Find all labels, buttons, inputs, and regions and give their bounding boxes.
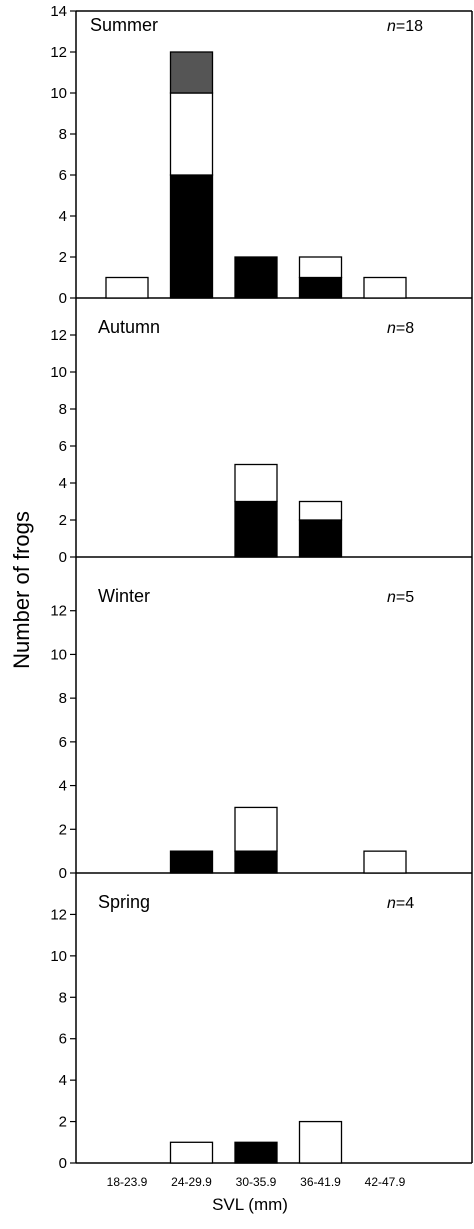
y-tick-label: 10 <box>50 646 67 663</box>
sample-size-n: n <box>387 895 396 912</box>
sample-size-label: n=8 <box>387 320 414 337</box>
sample-size-value: =8 <box>396 320 414 337</box>
y-tick-label: 8 <box>59 690 67 707</box>
x-tick-label: 42-47.9 <box>365 1175 406 1189</box>
sample-size-value: =5 <box>396 589 414 606</box>
y-tick-label: 4 <box>59 208 67 225</box>
y-tick-label: 2 <box>59 512 67 529</box>
y-tick-label: 0 <box>59 865 67 882</box>
panel-title: Spring <box>98 892 150 912</box>
bar-white <box>298 256 343 279</box>
y-tick-label: 2 <box>59 821 67 838</box>
bar-white <box>298 1120 343 1164</box>
panel-title: Autumn <box>98 317 160 337</box>
sample-size-label: n=4 <box>387 895 414 912</box>
y-tick-label: 4 <box>59 475 67 492</box>
x-tick-label: 36-41.9 <box>300 1175 341 1189</box>
panel-autumn: 0 2 4 6 8 10 12 Autumn n=8 <box>50 317 472 566</box>
bar-white <box>298 500 343 521</box>
bar-black <box>234 850 278 874</box>
y-tick-label: 0 <box>59 290 67 307</box>
bar-black <box>234 500 278 558</box>
y-tick-label: 2 <box>59 249 67 266</box>
sample-size-label: n=18 <box>387 18 423 35</box>
bar-black <box>298 276 343 299</box>
bar-black <box>169 174 214 299</box>
sample-size-n: n <box>387 18 396 35</box>
y-tick-label: 12 <box>50 327 67 344</box>
bar-white <box>234 806 278 852</box>
bar-black <box>234 256 278 299</box>
sample-size-n: n <box>387 589 396 606</box>
panel-summer: 0 2 4 6 8 10 12 14 Summer n=18 <box>50 3 472 307</box>
x-tick-label: 24-29.9 <box>171 1175 212 1189</box>
y-tick-label: 2 <box>59 1114 67 1131</box>
bar-grey <box>169 51 214 94</box>
panel-title: Winter <box>98 586 150 606</box>
panel-title: Summer <box>90 15 158 35</box>
y-tick-label: 6 <box>59 167 67 184</box>
y-tick-label: 8 <box>59 989 67 1006</box>
bar-white <box>234 463 278 503</box>
y-tick-label: 6 <box>59 1031 67 1048</box>
y-tick-label: 14 <box>50 3 67 20</box>
y-axis-label-text: Number of frogs <box>9 511 35 669</box>
sample-size-value: =18 <box>396 18 423 35</box>
y-axis-label: Number of frogs <box>2 480 42 700</box>
y-tick-label: 10 <box>50 364 67 381</box>
bar-black <box>298 519 343 558</box>
y-tick-label: 4 <box>59 778 67 795</box>
y-tick-label: 6 <box>59 438 67 455</box>
panel-winter: 0 2 4 6 8 10 12 Winter n=5 <box>50 586 472 882</box>
x-axis-label: SVL (mm) <box>212 1195 288 1214</box>
sample-size-label: n=5 <box>387 589 414 606</box>
bar-white <box>105 276 149 299</box>
y-tick-label: 8 <box>59 126 67 143</box>
y-tick-label: 10 <box>50 85 67 102</box>
x-tick-label: 18-23.9 <box>107 1175 148 1189</box>
y-tick-label: 0 <box>59 549 67 566</box>
bar-white <box>169 1141 214 1164</box>
bar-black <box>234 1141 278 1164</box>
bar-white <box>363 276 407 299</box>
y-tick-label: 12 <box>50 44 67 61</box>
y-tick-label: 6 <box>59 734 67 751</box>
y-tick-label: 12 <box>50 603 67 620</box>
y-tick-label: 8 <box>59 401 67 418</box>
panel-spring: 0 2 4 6 8 10 12 Spring n=4 <box>50 892 472 1172</box>
y-tick-label: 12 <box>50 906 67 923</box>
bar-white <box>363 850 407 874</box>
sample-size-n: n <box>387 320 396 337</box>
bar-black <box>169 850 214 874</box>
sample-size-value: =4 <box>396 895 414 912</box>
y-tick-label: 10 <box>50 948 67 965</box>
y-tick-label: 0 <box>59 1155 67 1172</box>
y-tick-label: 4 <box>59 1072 67 1089</box>
bar-white <box>169 92 214 176</box>
x-tick-label: 30-35.9 <box>236 1175 277 1189</box>
